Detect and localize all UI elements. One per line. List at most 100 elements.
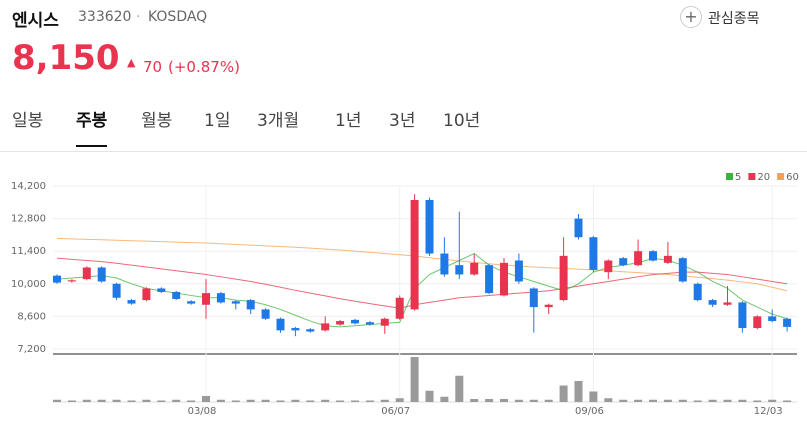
volume-bar	[53, 399, 61, 402]
x-tick-label: 09/06	[575, 406, 604, 417]
volume-bar	[500, 399, 508, 402]
candle-body	[187, 301, 196, 304]
candle-body	[351, 319, 359, 324]
tab[interactable]: 1일	[204, 111, 231, 131]
market: KOSDAQ	[148, 9, 208, 25]
volume-bar	[663, 399, 672, 402]
legend-label: 5	[735, 172, 741, 183]
watch-button[interactable]: 관심종목	[708, 11, 760, 27]
y-tick-label: 8,600	[17, 311, 46, 322]
volume-bar	[529, 399, 538, 402]
candle-body	[470, 262, 479, 275]
volume-bar	[738, 399, 747, 402]
candle-body	[574, 218, 583, 238]
volume-bar	[291, 399, 300, 402]
candle-body	[604, 260, 613, 273]
volume-bar	[693, 400, 702, 402]
volume-bar	[425, 390, 434, 402]
volume-bar	[231, 400, 240, 402]
dot: ·	[136, 9, 141, 25]
change: 70	[143, 58, 163, 76]
volume-bar	[589, 391, 598, 402]
candle-body	[365, 322, 374, 325]
candle-body	[395, 297, 404, 319]
tab[interactable]: 월봉	[141, 111, 173, 131]
volume-bar	[678, 399, 687, 402]
candle-body	[634, 251, 643, 266]
volume-bar	[306, 400, 315, 402]
candle-body	[321, 323, 330, 331]
volume-bar	[380, 399, 389, 402]
stock-name: 엔시스	[12, 11, 59, 31]
candle-body	[485, 265, 494, 294]
legend-swatch	[777, 173, 785, 180]
volume-bar	[440, 396, 449, 402]
candle-body	[336, 321, 345, 325]
x-tick-label: 06/07	[381, 406, 410, 417]
candle-body	[753, 316, 762, 329]
volume-bar	[351, 400, 359, 402]
volume-bar	[783, 400, 792, 402]
ma-line	[56, 257, 788, 309]
volume-bar	[485, 399, 494, 402]
tab[interactable]: 주봉	[76, 106, 108, 147]
tab[interactable]: 10년	[443, 111, 481, 131]
volume-bar	[723, 399, 732, 402]
tab[interactable]: 1년	[335, 111, 362, 131]
legend-label: 20	[757, 172, 770, 183]
candle-body	[172, 291, 181, 299]
volume-bar	[574, 381, 583, 402]
y-tick-label: 14,200	[11, 181, 46, 192]
candle-body	[559, 255, 568, 301]
volume-bar	[559, 385, 568, 402]
candle-body	[544, 304, 553, 308]
up-arrow: ▲	[127, 56, 136, 69]
candle-body	[202, 293, 210, 305]
candle-body	[380, 318, 389, 326]
candle-body	[723, 302, 732, 305]
candle-body	[529, 288, 538, 308]
volume-bar	[768, 399, 777, 402]
volume-bar	[514, 399, 523, 402]
volume-bar	[187, 400, 196, 402]
candle-body	[157, 288, 166, 292]
candle-body	[261, 309, 270, 319]
watch-icon[interactable]: +	[680, 6, 702, 28]
volume-bar	[604, 398, 613, 402]
candle-body	[768, 316, 777, 322]
candle-body	[67, 280, 76, 282]
volume-bar	[172, 399, 181, 402]
y-tick-label: 11,400	[11, 246, 46, 257]
candle-body	[514, 260, 523, 282]
volume-bar	[619, 399, 628, 402]
tab[interactable]: 3년	[389, 111, 416, 131]
y-tick-label: 10,000	[11, 279, 46, 290]
volume-bar	[455, 375, 464, 402]
volume-bar	[97, 399, 106, 402]
volume-bar	[246, 399, 255, 402]
volume-bar	[276, 400, 285, 402]
price: 8,150	[12, 38, 120, 78]
volume-bar	[365, 400, 374, 402]
stock-code: 333620	[78, 9, 132, 25]
legend-swatch	[748, 173, 756, 180]
volume-bar	[634, 399, 643, 402]
candle-body	[455, 265, 464, 275]
candle-body	[619, 258, 628, 266]
candle-body	[589, 237, 598, 270]
volume-bar	[649, 399, 657, 402]
volume-bar	[336, 400, 345, 402]
volume-bar	[216, 399, 225, 402]
candle-body	[500, 262, 508, 296]
candle-body	[112, 283, 121, 298]
volume-bar	[544, 399, 553, 402]
tab[interactable]: 일봉	[12, 111, 44, 131]
candle-body	[306, 329, 315, 332]
tab[interactable]: 3개월	[257, 111, 300, 131]
candle-body	[738, 302, 747, 329]
ma-line	[56, 252, 788, 328]
change-pct: (+0.87%)	[168, 58, 240, 76]
legend-swatch	[726, 173, 733, 180]
volume-bar	[202, 396, 210, 402]
x-tick-label: 12/03	[754, 406, 783, 417]
